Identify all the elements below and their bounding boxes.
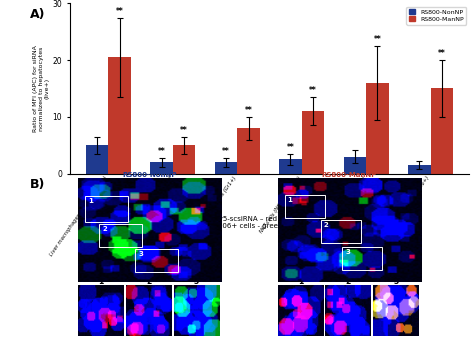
Bar [408,165,430,174]
Text: RS800-NonNP: RS800-NonNP [122,172,177,178]
Text: **: ** [180,126,188,135]
Legend: RS800-NonNP, RS800-ManNP: RS800-NonNP, RS800-ManNP [406,6,466,24]
Text: **: ** [309,86,317,95]
Text: RS800-ManNP: RS800-ManNP [322,172,377,178]
Text: **: ** [287,143,294,152]
Bar [279,159,302,174]
Text: **: ** [222,147,230,156]
Text: **: ** [158,147,165,156]
Text: **: ** [245,106,253,115]
Bar [344,157,366,174]
Bar [366,83,389,174]
Text: 2: 2 [346,277,351,286]
Bar [173,145,195,174]
Text: **: ** [438,49,446,58]
Bar [237,128,260,174]
Text: Cy5-scsiRNA – red
CD206+ cells - green: Cy5-scsiRNA – red CD206+ cells - green [209,216,283,229]
Bar [430,88,453,174]
Bar [109,57,131,174]
Bar [302,111,324,174]
Text: 1: 1 [98,277,103,286]
Bar [150,162,173,174]
Text: B): B) [29,178,45,192]
Text: 3: 3 [394,277,399,286]
Text: **: ** [116,7,124,16]
Text: 3: 3 [194,277,199,286]
Text: **: ** [374,35,381,44]
Text: A): A) [29,8,45,21]
Bar [215,162,237,174]
Y-axis label: Ratio of MFI (APC) for siRNA
normalized to hepatocytes
(live+): Ratio of MFI (APC) for siRNA normalized … [33,45,50,132]
Text: 2: 2 [146,277,151,286]
Bar [86,145,109,174]
Text: 1: 1 [298,277,303,286]
